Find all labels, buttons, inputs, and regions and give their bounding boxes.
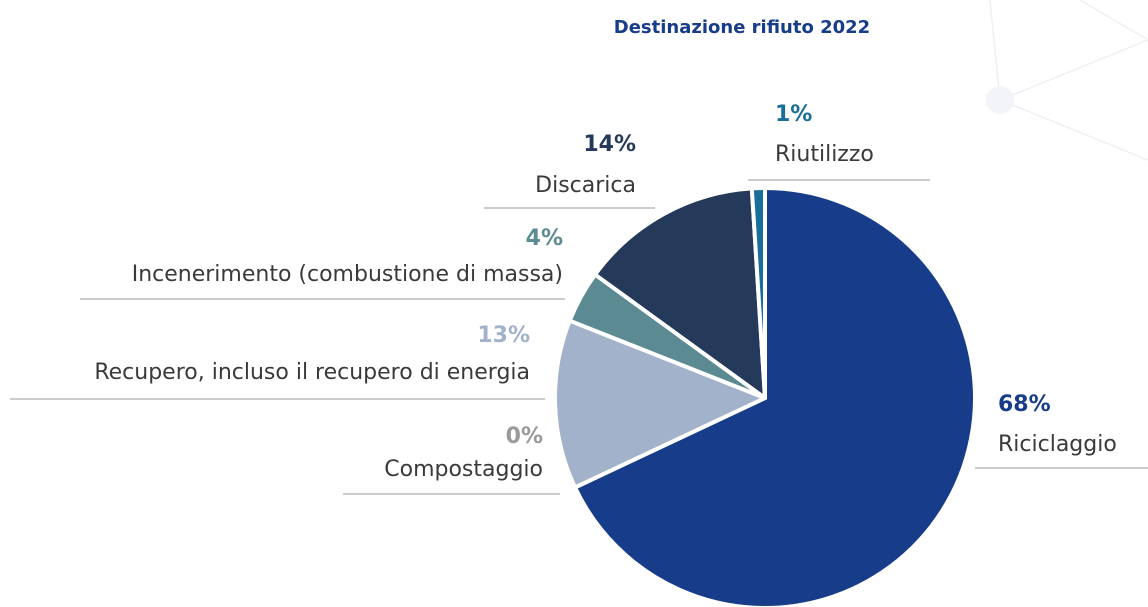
value-label: 0% — [506, 424, 543, 449]
value-label: 1% — [775, 102, 812, 127]
value-label: 13% — [477, 323, 530, 348]
value-label: 68% — [998, 392, 1051, 417]
pie-slice — [553, 318, 767, 490]
category-label: Compostaggio — [384, 457, 543, 482]
chart-title: Destinazione rifiuto 2022 — [614, 17, 870, 38]
pie-slice — [593, 186, 767, 400]
category-label: Recupero, incluso il recupero di energia — [94, 360, 530, 385]
category-label: Riciclaggio — [998, 432, 1117, 457]
value-label: 4% — [526, 226, 563, 251]
pie-slice — [749, 186, 767, 400]
category-label: Discarica — [535, 173, 636, 198]
category-label: Riutilizzo — [775, 142, 874, 167]
pie-slice — [572, 186, 977, 607]
category-label: Incenerimento (combustione di massa) — [132, 262, 563, 287]
value-label: 14% — [583, 132, 636, 157]
background-network — [986, 0, 1148, 161]
